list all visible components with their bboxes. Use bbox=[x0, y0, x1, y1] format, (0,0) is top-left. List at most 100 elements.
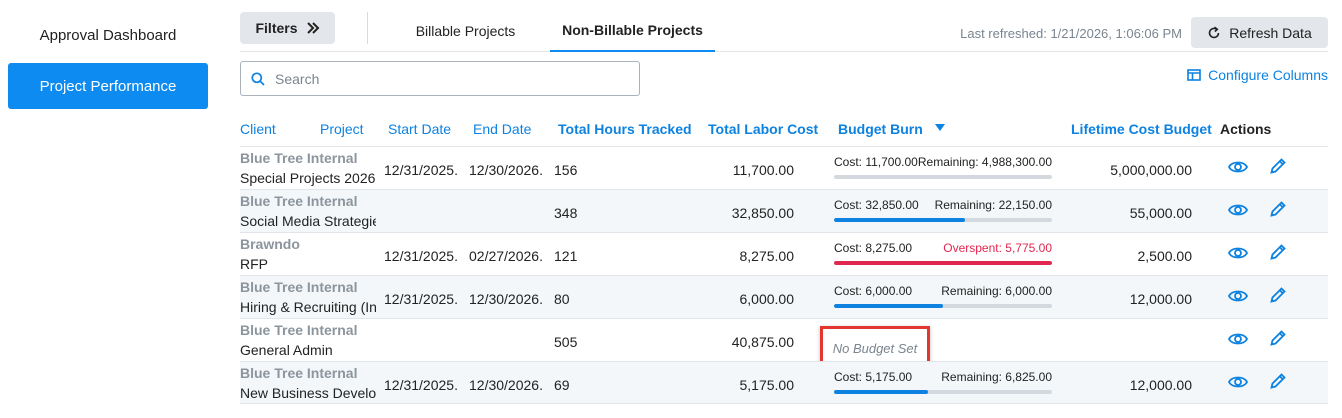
budget-burn-cost: Cost: 8,275.00 bbox=[834, 241, 913, 255]
filters-button[interactable]: Filters bbox=[240, 12, 335, 44]
eye-icon[interactable] bbox=[1228, 374, 1248, 390]
budget-burn-cost: Cost: 5,175.00 bbox=[834, 370, 913, 384]
filters-label: Filters bbox=[255, 20, 298, 36]
budget-burn-remaining: Remaining: 22,150.00 bbox=[934, 198, 1052, 212]
column-header-total-hours[interactable]: Total Hours Tracked bbox=[558, 121, 692, 137]
lifetime-cost-budget: 12,000.00 bbox=[1129, 377, 1192, 393]
sidebar-item-project-performance[interactable]: Project Performance bbox=[8, 63, 208, 109]
column-header-total-labor-cost[interactable]: Total Labor Cost bbox=[708, 121, 819, 137]
project-name: Social Media Strategie bbox=[240, 213, 376, 229]
eye-icon[interactable] bbox=[1228, 159, 1248, 175]
total-hours: 69 bbox=[554, 377, 570, 393]
refresh-data-button[interactable]: Refresh Data bbox=[1191, 17, 1328, 48]
project-name: Special Projects 2026 bbox=[240, 170, 376, 186]
budget-burn-bar bbox=[834, 261, 1052, 265]
budget-burn-bar-fill bbox=[834, 390, 928, 394]
budget-burn-bar bbox=[834, 218, 1052, 222]
eye-icon[interactable] bbox=[1228, 245, 1248, 261]
budget-burn-bar-fill bbox=[834, 218, 965, 222]
budget-burn: Cost: 6,000.00 Remaining: 6,000.00 bbox=[834, 284, 1052, 314]
project-name: Hiring & Recruiting (In bbox=[240, 299, 376, 315]
refresh-data-label: Refresh Data bbox=[1229, 24, 1312, 41]
budget-burn-cost: Cost: 6,000.00 bbox=[834, 284, 913, 298]
budget-burn-remaining: Remaining: 6,825.00 bbox=[941, 370, 1052, 384]
tab-non-billable-projects[interactable]: Non-Billable Projects bbox=[550, 10, 715, 52]
column-header-end-date[interactable]: End Date bbox=[473, 121, 532, 137]
end-date: 12/30/2026. bbox=[469, 291, 543, 307]
search-box bbox=[240, 61, 640, 96]
total-labor-cost: 11,700.00 bbox=[732, 162, 794, 178]
lifetime-cost-budget: 12,000.00 bbox=[1129, 291, 1192, 307]
budget-burn-bar bbox=[834, 390, 1052, 394]
total-labor-cost: 40,875.00 bbox=[731, 334, 794, 350]
tab-billable-projects[interactable]: Billable Projects bbox=[415, 23, 516, 39]
column-header-actions: Actions bbox=[1220, 121, 1272, 137]
sort-descending-icon[interactable] bbox=[935, 124, 945, 131]
projects-table: Blue Tree Internal Special Projects 2026 1… bbox=[240, 146, 1328, 404]
total-labor-cost: 5,175.00 bbox=[739, 377, 795, 393]
budget-burn-bar-fill bbox=[834, 304, 943, 308]
table-row: Blue Tree Internal New Business Develop 12… bbox=[240, 361, 1328, 404]
total-hours: 505 bbox=[554, 334, 578, 350]
client-name: Blue Tree Internal bbox=[240, 322, 358, 338]
budget-burn-bar bbox=[834, 175, 1052, 179]
table-row: Brawndo RFP 12/31/2025. 02/27/2026. 121 8,275… bbox=[240, 232, 1328, 275]
configure-columns-label: Configure Columns bbox=[1208, 67, 1328, 83]
budget-burn-remaining: Overspent: 5,775.00 bbox=[943, 241, 1052, 255]
search-input[interactable] bbox=[275, 70, 615, 87]
column-header-budget-burn[interactable]: Budget Burn bbox=[838, 121, 923, 137]
column-header-client[interactable]: Client bbox=[240, 121, 276, 137]
eye-icon[interactable] bbox=[1228, 202, 1248, 218]
budget-burn-bar-fill bbox=[834, 261, 1052, 265]
budget-burn-remaining: Remaining: 4,988,300.00 bbox=[917, 155, 1052, 169]
configure-columns-link[interactable]: Configure Columns bbox=[1187, 67, 1328, 83]
pencil-icon[interactable] bbox=[1269, 286, 1287, 304]
project-name: General Admin bbox=[240, 342, 333, 358]
total-hours: 348 bbox=[554, 205, 578, 221]
project-name: RFP bbox=[240, 256, 268, 272]
client-name: Blue Tree Internal bbox=[240, 150, 358, 166]
column-header-lifetime-cost-budget[interactable]: Lifetime Cost Budget bbox=[1071, 121, 1212, 137]
total-hours: 121 bbox=[554, 248, 578, 264]
client-name: Blue Tree Internal bbox=[240, 193, 358, 209]
budget-burn: Cost: 5,175.00 Remaining: 6,825.00 bbox=[834, 370, 1052, 400]
budget-burn-cost: Cost: 32,850.00 bbox=[834, 198, 919, 212]
pencil-icon[interactable] bbox=[1269, 329, 1287, 347]
sidebar: Approval Dashboard Project Performance bbox=[0, 0, 220, 418]
pencil-icon[interactable] bbox=[1269, 157, 1287, 175]
budget-burn-bar bbox=[834, 304, 1052, 308]
column-header-start-date[interactable]: Start Date bbox=[388, 121, 452, 137]
budget-burn-cost: Cost: 11,700.00 bbox=[834, 155, 918, 169]
table-row: Blue Tree Internal General Admin 505 40,875… bbox=[240, 318, 1328, 371]
eye-icon[interactable] bbox=[1228, 331, 1248, 347]
start-date: 12/31/2025. bbox=[384, 162, 458, 178]
project-name: New Business Develop bbox=[240, 385, 376, 401]
total-labor-cost: 8,275.00 bbox=[739, 248, 795, 264]
total-hours: 156 bbox=[554, 162, 578, 178]
pencil-icon[interactable] bbox=[1269, 200, 1287, 218]
start-date: 12/31/2025. bbox=[384, 377, 458, 393]
budget-burn-remaining: Remaining: 6,000.00 bbox=[941, 284, 1052, 298]
toolbar-divider bbox=[367, 12, 368, 44]
table-row: Blue Tree Internal Hiring & Recruiting (I… bbox=[240, 275, 1328, 318]
client-name: Brawndo bbox=[240, 236, 300, 252]
end-date: 12/30/2026. bbox=[469, 377, 543, 393]
budget-burn: No Budget Set bbox=[820, 326, 1052, 371]
client-name: Blue Tree Internal bbox=[240, 279, 358, 295]
pencil-icon[interactable] bbox=[1269, 372, 1287, 390]
sidebar-item-approval-dashboard[interactable]: Approval Dashboard bbox=[39, 26, 177, 44]
refresh-icon bbox=[1208, 26, 1220, 38]
pencil-icon[interactable] bbox=[1269, 243, 1287, 261]
column-header-project[interactable]: Project bbox=[320, 121, 364, 137]
search-icon bbox=[251, 71, 265, 86]
budget-burn: Cost: 8,275.00 Overspent: 5,775.00 bbox=[834, 241, 1052, 271]
budget-burn: Cost: 32,850.00 Remaining: 22,150.00 bbox=[834, 198, 1052, 228]
toolbar: Filters Billable Projects Non-Billable P… bbox=[240, 10, 1328, 52]
columns-icon bbox=[1187, 69, 1201, 81]
start-date: 12/31/2025. bbox=[384, 291, 458, 307]
end-date: 12/30/2026. bbox=[469, 162, 543, 178]
eye-icon[interactable] bbox=[1228, 288, 1248, 304]
start-date: 12/31/2025. bbox=[384, 248, 458, 264]
total-hours: 80 bbox=[554, 291, 570, 307]
lifetime-cost-budget: 2,500.00 bbox=[1137, 248, 1193, 264]
